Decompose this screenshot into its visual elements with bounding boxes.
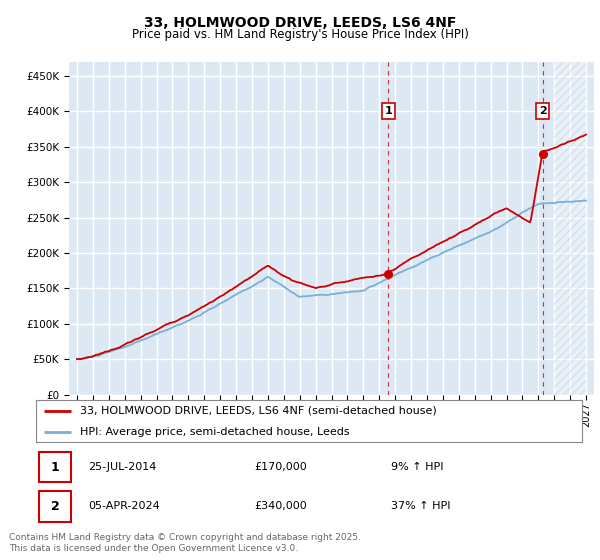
Text: HPI: Average price, semi-detached house, Leeds: HPI: Average price, semi-detached house,… — [80, 427, 349, 437]
Text: 33, HOLMWOOD DRIVE, LEEDS, LS6 4NF (semi-detached house): 33, HOLMWOOD DRIVE, LEEDS, LS6 4NF (semi… — [80, 406, 436, 416]
Text: £170,000: £170,000 — [254, 462, 307, 472]
Text: Price paid vs. HM Land Registry's House Price Index (HPI): Price paid vs. HM Land Registry's House … — [131, 28, 469, 41]
Text: 9% ↑ HPI: 9% ↑ HPI — [391, 462, 443, 472]
Text: £340,000: £340,000 — [254, 501, 307, 511]
Text: 25-JUL-2014: 25-JUL-2014 — [88, 462, 156, 472]
Text: 2: 2 — [51, 500, 59, 513]
FancyBboxPatch shape — [39, 491, 71, 521]
Text: 1: 1 — [385, 106, 392, 116]
Text: 2: 2 — [539, 106, 547, 116]
FancyBboxPatch shape — [39, 452, 71, 482]
Text: 1: 1 — [51, 460, 59, 474]
Text: 37% ↑ HPI: 37% ↑ HPI — [391, 501, 451, 511]
Text: 05-APR-2024: 05-APR-2024 — [88, 501, 160, 511]
Text: 33, HOLMWOOD DRIVE, LEEDS, LS6 4NF: 33, HOLMWOOD DRIVE, LEEDS, LS6 4NF — [144, 16, 456, 30]
Text: Contains HM Land Registry data © Crown copyright and database right 2025.
This d: Contains HM Land Registry data © Crown c… — [9, 533, 361, 553]
